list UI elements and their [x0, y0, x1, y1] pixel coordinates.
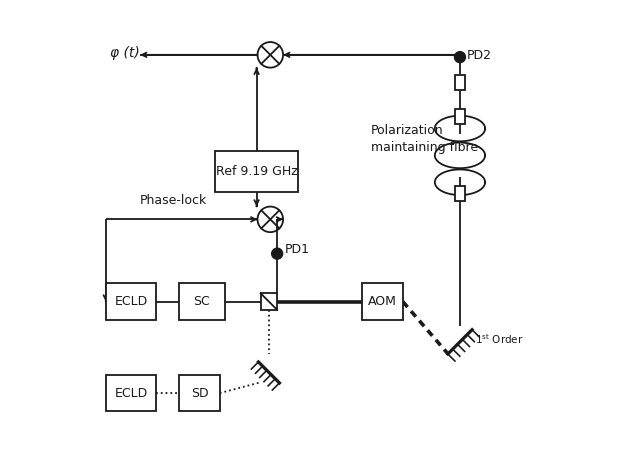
Text: ECLD: ECLD	[114, 387, 147, 399]
Bar	[456, 74, 465, 90]
Text: Polarization: Polarization	[371, 124, 444, 137]
Bar	[179, 283, 224, 320]
Text: PD1: PD1	[285, 243, 310, 255]
Bar	[179, 375, 220, 411]
Bar	[456, 186, 465, 201]
Text: φ (t): φ (t)	[111, 46, 140, 59]
Bar	[261, 293, 277, 310]
Text: maintaining fibre: maintaining fibre	[371, 141, 478, 154]
Text: 1$^{\rm st}$ Order: 1$^{\rm st}$ Order	[475, 332, 524, 346]
Bar	[362, 283, 403, 320]
Circle shape	[454, 52, 465, 63]
Circle shape	[272, 248, 283, 259]
Bar	[456, 109, 465, 124]
Bar	[106, 375, 156, 411]
Text: ECLD: ECLD	[114, 295, 147, 308]
Text: Phase-lock: Phase-lock	[140, 194, 207, 207]
Text: PD2: PD2	[467, 49, 492, 62]
Text: Ref 9.19 GHz: Ref 9.19 GHz	[216, 165, 298, 178]
Text: SD: SD	[191, 387, 209, 399]
Bar	[216, 151, 298, 192]
Bar	[106, 283, 156, 320]
Text: AOM: AOM	[368, 295, 397, 308]
Text: SC: SC	[193, 295, 210, 308]
